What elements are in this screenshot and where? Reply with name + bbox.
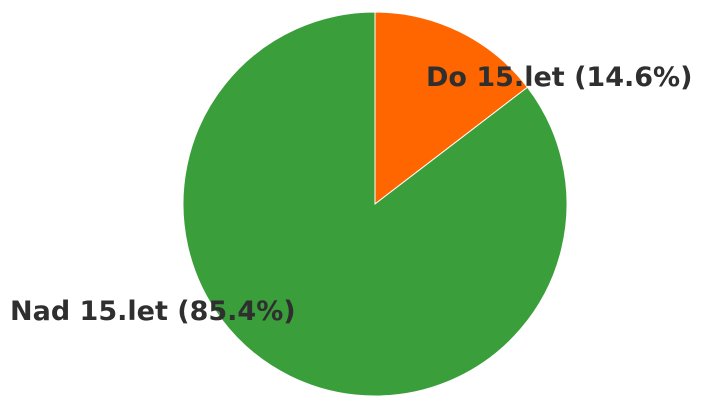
pie-slice-label: Nad 15.let (85.4%) bbox=[10, 296, 296, 327]
pie-slice bbox=[374, 11, 529, 206]
pie-slice bbox=[182, 11, 568, 397]
pie-labels: Do 15.let (14.6%) Nad 15.let (85.4%) bbox=[10, 62, 692, 327]
pie-slice-label: Do 15.let (14.6%) bbox=[426, 62, 692, 93]
pie-slices bbox=[182, 11, 568, 397]
